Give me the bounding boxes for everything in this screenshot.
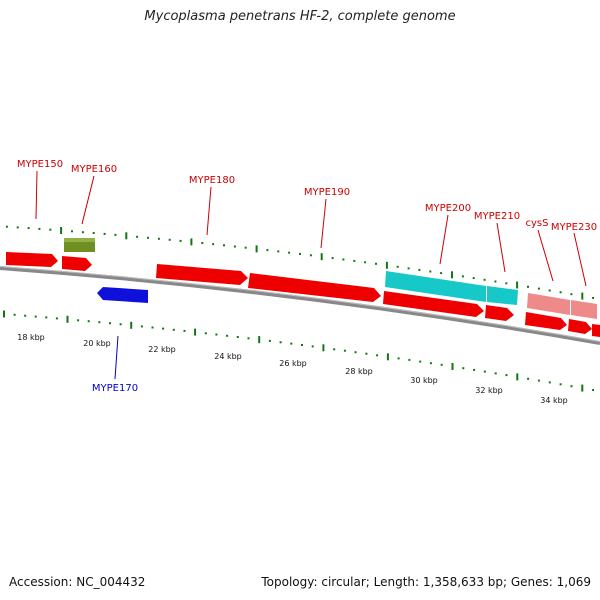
scale-label: 24 kbp: [214, 352, 242, 361]
label-mype230[interactable]: MYPE230: [551, 222, 597, 233]
genome-backbone: [0, 266, 600, 345]
gene-mype200-bar[interactable]: [385, 271, 486, 302]
label-mype160[interactable]: MYPE160: [71, 164, 117, 175]
label-mype210[interactable]: MYPE210: [474, 211, 520, 222]
gene-mype180-arrow[interactable]: [156, 264, 248, 285]
label-mype150[interactable]: MYPE150: [17, 159, 63, 170]
gene-mype200-arrow[interactable]: [383, 291, 484, 317]
label-mype190[interactable]: MYPE190: [304, 187, 350, 198]
scale-label: 32 kbp: [475, 386, 503, 395]
label-mype180[interactable]: MYPE180: [189, 175, 235, 186]
gene-labels: MYPE150 MYPE160 MYPE180 MYPE190 MYPE200 …: [17, 159, 597, 394]
gene-edge-arrow[interactable]: [592, 324, 600, 337]
scale-label: 18 kbp: [17, 333, 45, 342]
scale-label: 22 kbp: [148, 345, 176, 354]
gene-mype150-arrow[interactable]: [6, 252, 58, 267]
label-leaders: [35, 170, 587, 380]
label-cyss[interactable]: cysS: [526, 218, 549, 229]
gene-mype230-bar[interactable]: [571, 300, 597, 319]
inner-tick-ring: [3, 310, 595, 392]
gene-mype190-arrow[interactable]: [248, 273, 381, 302]
scale-label: 30 kbp: [410, 376, 438, 385]
gene-mype230-arrow[interactable]: [568, 319, 592, 334]
gene-mype210-arrow[interactable]: [485, 305, 514, 321]
scale-label: 26 kbp: [279, 359, 307, 368]
label-mype200[interactable]: MYPE200: [425, 203, 471, 214]
scale-labels: 18 kbp 20 kbp 22 kbp 24 kbp 26 kbp 28 kb…: [17, 333, 568, 405]
map-title: Mycoplasma penetrans HF-2, complete geno…: [144, 9, 456, 24]
genome-summary-text: Topology: circular; Length: 1,358,633 bp…: [261, 575, 591, 589]
outer-tick-ring: [5, 225, 595, 300]
scale-label: 20 kbp: [83, 339, 111, 348]
genome-backbone-highlight: [0, 266, 600, 342]
scale-label: 34 kbp: [540, 396, 568, 405]
gene-mype170-arrow[interactable]: [97, 287, 148, 303]
gene-mype210-bar[interactable]: [487, 286, 518, 305]
gene-mype160-arrow[interactable]: [62, 256, 92, 271]
accession-text: Accession: NC_004432: [9, 575, 146, 589]
gene-cyss-arrow[interactable]: [525, 312, 567, 330]
scale-label: 28 kbp: [345, 367, 373, 376]
label-mype170[interactable]: MYPE170: [92, 383, 138, 394]
forward-genes: [6, 238, 600, 337]
gene-cyss-bar[interactable]: [527, 293, 570, 315]
